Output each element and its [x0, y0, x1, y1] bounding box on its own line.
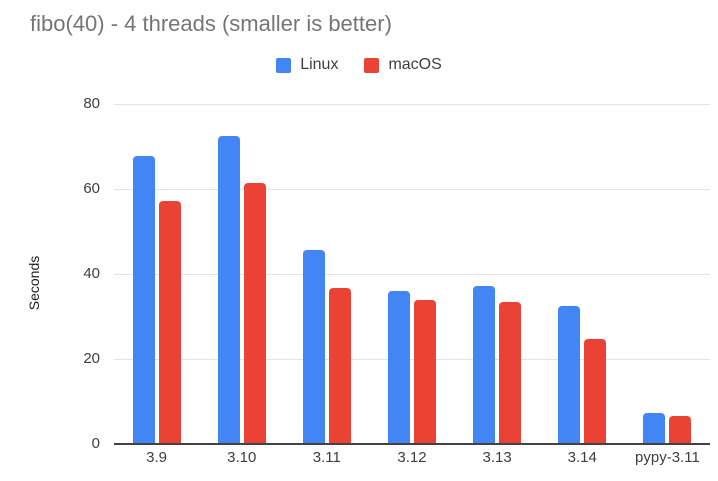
x-tick-label-3.10: 3.10: [227, 449, 257, 466]
bar-macos-3.13: [499, 302, 522, 444]
x-tick-label-3.9: 3.9: [146, 449, 167, 466]
bar-group-3.11: [284, 104, 369, 444]
bar-linux-3.14: [558, 305, 581, 444]
plot-area: [114, 104, 710, 445]
y-axis-title: Seconds: [26, 255, 42, 311]
legend-label: macOS: [388, 56, 442, 73]
bar-group-pypy-3.11: [625, 104, 710, 444]
bar-linux-3.12: [387, 290, 410, 444]
bar-group-3.12: [369, 104, 454, 444]
bar-linux-pypy-3.11: [643, 413, 666, 444]
bar-macos-3.12: [413, 299, 436, 444]
gridline-40: [114, 274, 710, 275]
gridline-20: [114, 359, 710, 360]
x-tick-label-pypy-3.11: pypy-3.11: [635, 449, 700, 466]
bar-macos-3.9: [158, 200, 181, 444]
x-tick-label-3.13: 3.13: [482, 449, 512, 466]
y-tick-label-60: 60: [83, 180, 100, 197]
bar-linux-3.11: [302, 250, 325, 444]
bar-linux-3.13: [473, 286, 496, 444]
legend-swatch-icon: [276, 57, 292, 73]
x-tick-label-3.12: 3.12: [397, 449, 427, 466]
gridline-60: [114, 189, 710, 190]
bar-group-3.9: [114, 104, 199, 444]
y-tick-label-40: 40: [83, 265, 100, 282]
bar-group-3.14: [540, 104, 625, 444]
chart-title: fibo(40) - 4 threads (smaller is better): [30, 11, 392, 36]
bar-linux-3.9: [132, 155, 155, 444]
legend-swatch-icon: [364, 57, 380, 73]
legend-label: Linux: [300, 56, 339, 73]
bar-macos-3.11: [328, 287, 351, 444]
y-tick-label-0: 0: [91, 435, 100, 452]
legend-item-linux: Linux: [276, 56, 338, 74]
bar-macos-3.10: [243, 182, 266, 444]
x-tick-label-3.14: 3.14: [567, 449, 597, 466]
bars-layer: [114, 104, 710, 444]
legend-item-macos: macOS: [364, 56, 442, 74]
bar-group-3.10: [199, 104, 284, 444]
chart-legend: Linux macOS: [0, 56, 718, 74]
x-axis-line: [114, 443, 710, 445]
y-tick-label-80: 80: [83, 95, 100, 112]
bar-macos-pypy-3.11: [669, 416, 692, 444]
bar-macos-3.14: [584, 338, 607, 444]
gridline-80: [114, 104, 710, 105]
y-tick-label-20: 20: [83, 350, 100, 367]
bar-group-3.13: [455, 104, 540, 444]
x-tick-label-3.11: 3.11: [312, 449, 341, 466]
x-axis-ticks: 3.9 3.10 3.11 3.12 3.13 3.14 pypy-3.11: [114, 449, 710, 466]
bar-linux-3.10: [217, 136, 240, 444]
